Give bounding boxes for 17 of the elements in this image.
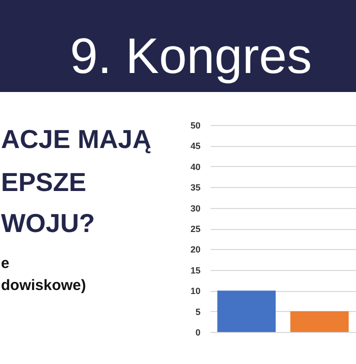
text: e <box>1 255 10 272</box>
y-tick-label: 50 <box>190 120 200 130</box>
text: ACJE MAJĄ <box>1 124 152 154</box>
y-tick-label: 30 <box>190 203 200 214</box>
chart-title: 9. Kongres <box>70 28 312 84</box>
y-tick-label: 5 <box>195 306 200 317</box>
y-tick-label: 15 <box>190 265 200 276</box>
y-tick-label: 0 <box>195 328 200 338</box>
y-tick-label: 20 <box>190 244 200 255</box>
text: WOJU? <box>1 208 95 238</box>
text: dowiskowe) <box>1 277 86 294</box>
y-tick-label: 40 <box>190 162 200 172</box>
text: EPSZE <box>1 167 86 197</box>
y-tick-label: 45 <box>190 141 200 152</box>
y-tick-label: 10 <box>190 286 200 296</box>
y-tick-label: 25 <box>190 224 200 234</box>
y-tick-label: 35 <box>190 182 200 193</box>
